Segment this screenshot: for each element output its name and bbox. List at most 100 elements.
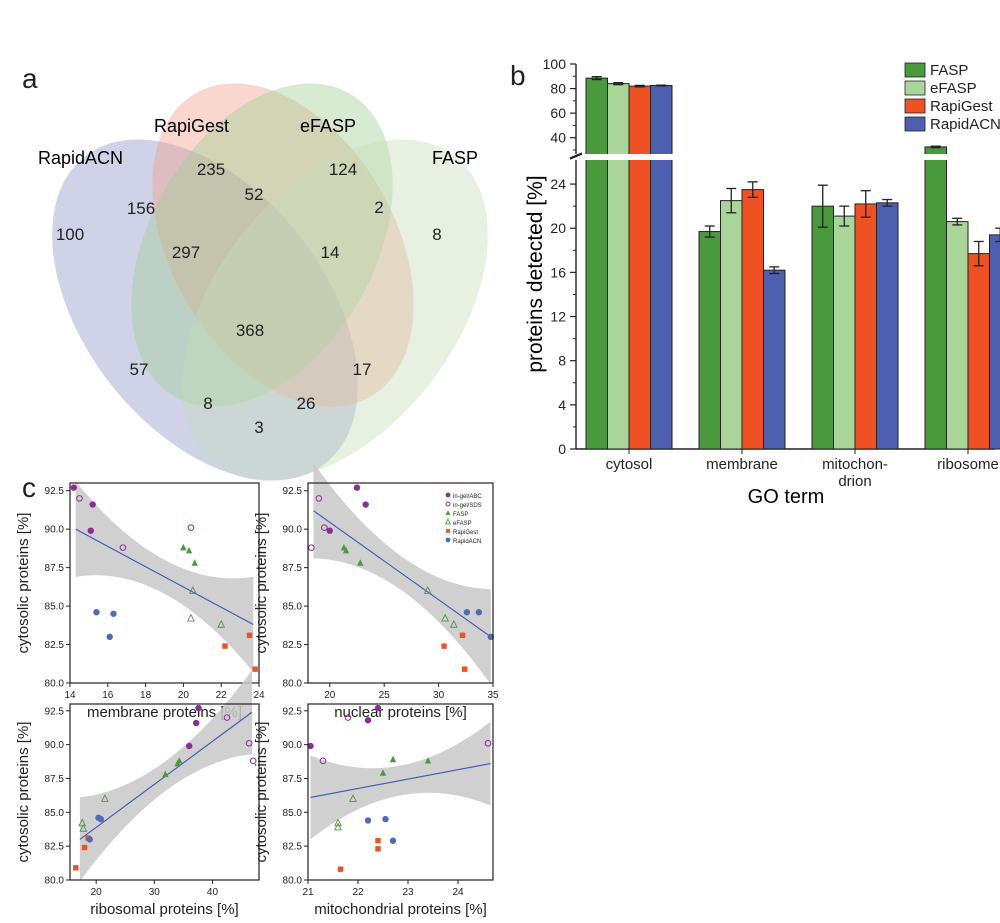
bar [811,205,834,450]
scatter-plot: 20 30 40 80.0 82.5 85.0 87.5 90.0 92.5 ribosomal … [15,670,260,918]
bar-chart: 0 4 8 12 16 20 24 40 60 80 100 cytosol membrane mitoc… [543,56,1000,490]
scatter-point [217,619,226,628]
scatter-point [375,846,381,852]
scatter-point [106,633,113,641]
scatter-point [70,484,77,491]
scatter-point [249,757,257,765]
scatter-point [459,632,466,639]
y-tick-label: 80 [550,81,566,97]
y-tick-label: 92.5 [45,486,65,497]
scatter-point [110,610,117,617]
y-tick-label: 82.5 [283,640,303,651]
x-tick-label: cytosol [606,456,653,473]
scatter-plots: 14 16 18 20 22 24 80.0 82.5 85.0 87.5 90.0 92.5 memb… [15,463,499,918]
bar [833,215,856,450]
scatter-point [353,484,361,491]
plot-frame [307,703,494,881]
scatter-point [445,537,451,543]
y-tick-label: 8 [558,353,566,369]
scatter-point [93,609,100,616]
bar [876,202,899,450]
scatter-point [445,501,451,507]
bar [989,234,1000,450]
scatter-point [379,769,387,776]
y-tick-label: 87.5 [45,774,65,785]
x-tick-label: 18 [140,690,152,701]
scatter-point [222,643,228,649]
x-axis-label: mitochondrial proteins [%] [314,901,487,918]
bar [628,85,651,450]
scatter-point [185,546,193,554]
venn-ellipse-rapidacn [52,139,358,481]
y-tick-label: 90.0 [283,740,303,751]
y-tick-label: 4 [558,397,566,413]
legend-label: eFASP [930,80,977,97]
venn-set-label-rapigest: RapiGest [154,116,229,136]
bar [585,77,608,450]
y-tick-label: 16 [550,264,566,280]
x-tick-label: drion [838,473,871,490]
y-tick-label: 90.0 [45,525,65,536]
y-tick-label: 82.5 [283,842,303,853]
legend-label: RapiGest [453,530,478,536]
venn-ellipse-efasp [131,83,393,407]
scatter-point [73,865,79,871]
x-tick-label: 20 [324,690,336,701]
bar-chart-ylabel: proteins detected [%] [524,175,547,372]
scatter-point [445,492,451,498]
y-tick-label: 40 [550,130,566,146]
legend-label: RapidACN [453,539,481,545]
scatter-point [315,495,323,502]
legend-swatch [904,62,926,78]
regression-line [75,528,254,626]
scatter-point [449,619,458,628]
scatter-plot: 21 22 23 24 80.0 82.5 85.0 87.5 90.0 92.5 mitochon… [253,703,494,918]
y-tick-label: 82.5 [45,640,65,651]
y-tick-label: 12 [550,309,566,325]
scatter-point [334,822,342,831]
scatter-point [424,757,432,764]
legend-swatch [904,80,926,96]
venn-count: 52 [245,185,264,204]
y-axis-label: cytosolic proteins [%] [253,513,270,654]
venn-count: 14 [321,243,340,262]
bar [741,189,764,450]
plot-frame [69,703,260,881]
bar [854,203,877,450]
venn-ellipse-rapigest [152,83,414,407]
x-axis-label: membrane proteins [%] [87,704,242,721]
scatter-point [364,817,372,824]
x-tick-label: 40 [207,887,219,898]
scatter-point [319,757,327,765]
y-tick-label: 92.5 [283,486,303,497]
legend-label: RapidACN [930,116,1000,133]
scatter-point [374,704,382,712]
y-tick-label: 87.5 [45,563,65,574]
scatter-plot: 20 25 30 35 80.0 82.5 85.0 87.5 90.0 92.5 nuclear … [253,463,499,721]
y-tick-label: 90.0 [283,525,303,536]
scatter-point [349,794,357,802]
bar [946,221,969,450]
bar [924,146,947,450]
scatter-point [337,866,344,872]
y-axis-label: cytosolic proteins [%] [253,722,270,863]
x-tick-label: 23 [402,887,414,898]
y-tick-label: 80.0 [45,876,65,887]
scatter-point [188,585,197,594]
scatter-point [78,818,87,827]
venn-count: 8 [203,394,212,413]
scatter-point [484,739,492,747]
scatter-point [252,666,258,672]
y-tick-label: 85.0 [283,808,303,819]
scatter-point [446,529,450,533]
bar [698,231,721,450]
venn-count: 297 [172,243,200,262]
y-tick-label: 87.5 [283,563,303,574]
scatter-legend: in-gel/ABC in-gel/SDS FASP eFASP RapiGest Rap… [444,492,482,545]
legend-swatch [904,98,926,114]
x-tick-label: 20 [178,690,190,701]
scatter-point [344,714,352,721]
venn-set-label-efasp: eFASP [300,116,356,136]
scatter-point [191,559,198,566]
panel-c-label: c [22,472,36,503]
